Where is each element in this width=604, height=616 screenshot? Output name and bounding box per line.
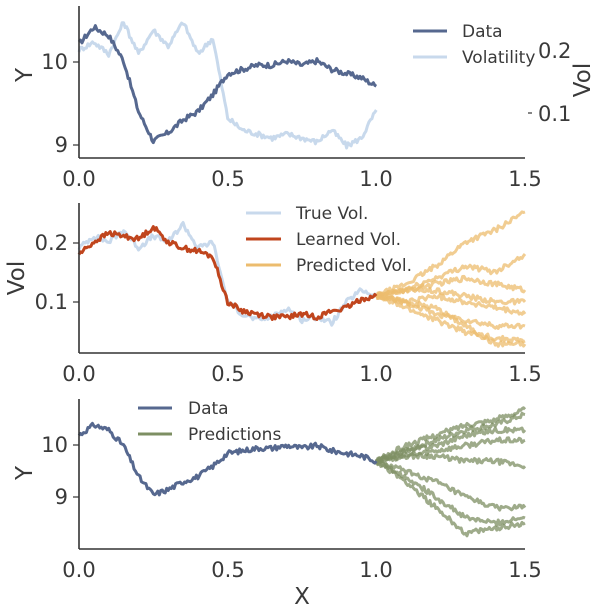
middle-panel: 0.2 0.1 0.0 0.5 1.0 1.5 Vol True Vol. Le… — [4, 203, 542, 386]
bottom-series-predictions-5 — [374, 459, 527, 512]
top-legend-volatility-label: Volatility — [462, 48, 535, 68]
top-ylabel: Y — [12, 67, 38, 83]
bottom-ytick-10: 10 — [41, 433, 68, 457]
top-right-ylabel: Vol — [570, 63, 596, 97]
middle-series-predicted-vol-1 — [375, 210, 526, 298]
bottom-ytick-9: 9 — [55, 485, 68, 509]
bottom-ylabel: Y — [12, 465, 38, 481]
top-series-data — [77, 24, 378, 145]
bottom-series-group — [77, 406, 527, 538]
bottom-series-data — [77, 421, 378, 497]
bottom-series-predictions-6 — [374, 458, 526, 527]
top-ytick-9: 9 — [55, 133, 68, 157]
middle-ytick-0.1: 0.1 — [35, 290, 68, 314]
middle-legend: True Vol. Learned Vol. Predicted Vol. — [246, 204, 412, 276]
middle-ylabel: Vol — [4, 261, 30, 295]
top-xtick-3: 1.5 — [508, 167, 541, 191]
top-right-ytick-0.2: 0.2 — [538, 39, 571, 63]
top-xtick-1: 0.5 — [211, 167, 244, 191]
middle-xtick-3: 1.5 — [508, 362, 541, 386]
top-legend-data-label: Data — [462, 22, 503, 42]
top-right-ytick-0.1: 0.1 — [538, 102, 571, 126]
middle-series-predicted-vol-7 — [376, 292, 527, 348]
middle-legend-predicted-label: Predicted Vol. — [296, 256, 412, 276]
bottom-legend-data-label: Data — [188, 399, 229, 419]
bottom-xtick-0: 0.0 — [62, 558, 95, 582]
bottom-series-predictions-2 — [375, 411, 526, 463]
middle-xtick-1: 0.5 — [211, 362, 244, 386]
top-series-volatility — [77, 21, 378, 150]
middle-legend-true-label: True Vol. — [295, 204, 368, 224]
middle-series-predicted-vol-8 — [374, 286, 527, 306]
top-panel: 10 9 0.0 0.5 1.0 1.5 Y 0.2 0.1 Vol Data … — [12, 6, 596, 191]
top-legend: Data Volatility — [413, 22, 535, 68]
top-xtick-0: 0.0 — [62, 167, 95, 191]
top-xtick-2: 1.0 — [359, 167, 392, 191]
bottom-legend: Data Predictions — [138, 399, 281, 445]
middle-legend-learned-label: Learned Vol. — [296, 230, 401, 250]
middle-series-learned-vol — [77, 225, 378, 321]
middle-series-group — [77, 210, 527, 348]
bottom-xtick-1: 0.5 — [211, 558, 244, 582]
middle-xtick-0: 0.0 — [62, 362, 95, 386]
bottom-panel: 10 9 0.0 0.5 1.0 1.5 Y X Data Prediction… — [12, 399, 542, 610]
bottom-series-predictions-7 — [375, 459, 526, 538]
middle-ytick-0.2: 0.2 — [35, 231, 68, 255]
middle-xtick-2: 1.0 — [359, 362, 392, 386]
bottom-series-predictions-8 — [374, 426, 527, 463]
top-ytick-10: 10 — [41, 50, 68, 74]
bottom-xtick-2: 1.0 — [359, 558, 392, 582]
bottom-xtick-3: 1.5 — [508, 558, 541, 582]
top-series-group — [77, 21, 378, 150]
bottom-legend-predictions-label: Predictions — [188, 425, 281, 445]
middle-series-predicted-vol-6 — [374, 293, 526, 344]
bottom-xlabel: X — [294, 584, 310, 610]
